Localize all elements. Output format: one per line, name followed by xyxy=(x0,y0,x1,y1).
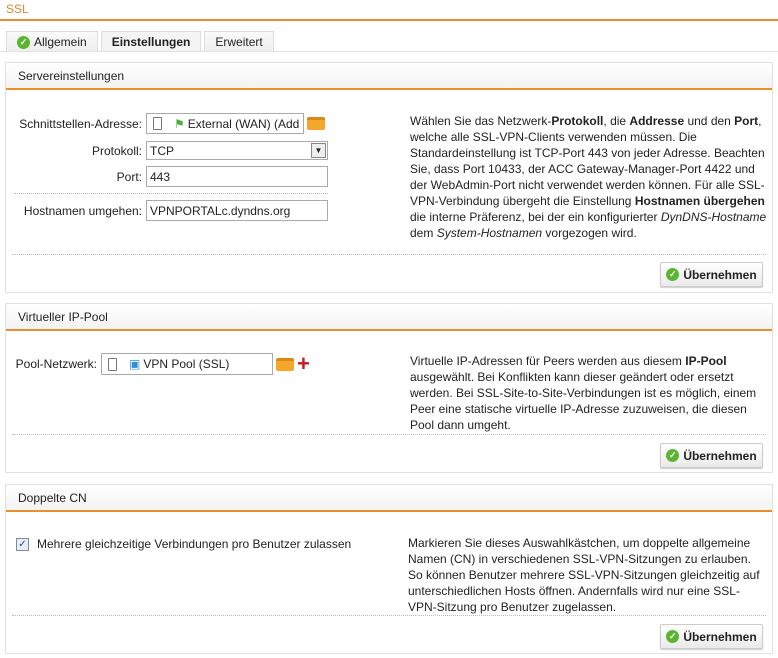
pool-label: Pool-Netzwerk: xyxy=(15,357,97,371)
check-circle-icon: ✓ xyxy=(666,449,680,462)
protocol-select[interactable]: TCP ▼ xyxy=(146,141,328,160)
description-text: ausgewählt. Bei Konflikten kann dieser g… xyxy=(410,370,757,432)
checkbox-row: ✓ Mehrere gleichzeitige Verbindungen pro… xyxy=(16,537,351,551)
ip-pool-panel: Virtueller IP-Pool Pool-Netzwerk: ▣ VPN … xyxy=(5,303,773,473)
tab-erweitert[interactable]: Erweitert xyxy=(204,31,274,52)
description-text: , die xyxy=(603,114,630,128)
tab-label: Erweitert xyxy=(215,35,263,49)
panel-heading: Doppelte CN xyxy=(6,485,772,512)
trash-icon[interactable] xyxy=(108,357,117,371)
description-text: IP-Pool xyxy=(685,354,727,368)
flag-icon: ⚑ xyxy=(174,116,185,131)
tab-label: Einstellungen xyxy=(111,35,191,49)
divider xyxy=(14,193,328,194)
protocol-row: Protokoll: TCP ▼ xyxy=(13,141,328,160)
duplicate-cn-panel: Doppelte CN ✓ Mehrere gleichzeitige Verb… xyxy=(5,484,773,654)
folder-icon[interactable] xyxy=(307,117,325,130)
apply-button[interactable]: ✓ Übernehmen xyxy=(660,443,763,468)
hostname-label: Hostnamen umgehen: xyxy=(23,203,142,218)
interface-label: Schnittstellen-Adresse: xyxy=(19,116,142,131)
description-text: Markieren Sie dieses Auswahlkästchen, um… xyxy=(408,536,760,614)
protocol-label: Protokoll: xyxy=(91,143,142,158)
description-text: Virtuelle IP-Adressen für Peers werden a… xyxy=(410,354,686,368)
apply-button[interactable]: ✓ Übernehmen xyxy=(660,624,763,649)
hostname-input[interactable]: VPNPORTALc.dyndns.org xyxy=(146,200,328,221)
description-text: und den xyxy=(684,114,735,128)
panel-heading: Virtueller IP-Pool xyxy=(6,304,772,331)
tab-divider xyxy=(0,51,778,52)
cn-description: Markieren Sie dieses Auswahlkästchen, um… xyxy=(408,535,768,615)
pool-row: Pool-Netzwerk: ▣ VPN Pool (SSL) + xyxy=(13,353,310,375)
check-circle-icon: ✓ xyxy=(666,630,680,643)
apply-label: Übernehmen xyxy=(683,629,757,644)
pool-description: Virtuelle IP-Adressen für Peers werden a… xyxy=(410,353,770,433)
divider xyxy=(12,254,766,255)
description-text: System-Hostnamen xyxy=(436,226,543,240)
description-text: Addresse xyxy=(629,114,685,128)
port-row: Port: 443 xyxy=(13,166,328,187)
checkbox-label[interactable]: Mehrere gleichzeitige Verbindungen pro B… xyxy=(37,537,352,551)
description-text: DynDNS-Hostname xyxy=(660,210,767,224)
apply-label: Übernehmen xyxy=(683,448,757,463)
chevron-down-icon[interactable]: ▼ xyxy=(311,143,326,158)
protocol-value: TCP xyxy=(150,143,174,158)
description-text: vorgezogen wird. xyxy=(542,226,637,240)
port-label: Port: xyxy=(116,169,142,184)
divider xyxy=(12,615,766,616)
page-title: SSL xyxy=(6,2,29,16)
pool-field[interactable]: ▣ VPN Pool (SSL) xyxy=(101,353,273,375)
check-circle-icon: ✓ xyxy=(17,35,30,49)
divider xyxy=(12,434,766,435)
description-text: Wählen Sie das Netzwerk- xyxy=(410,114,552,128)
description-text: Port xyxy=(734,114,759,128)
trash-icon[interactable] xyxy=(153,117,162,130)
folder-icon[interactable] xyxy=(276,357,294,371)
description-text: , welche alle SSL-VPN-Clients verwenden … xyxy=(410,114,765,208)
interface-value: External (WAN) (Add xyxy=(187,116,300,131)
tab-bar: ✓ Allgemein Einstellungen Erweitert xyxy=(6,31,274,52)
hostname-row: Hostnamen umgehen: VPNPORTALc.dyndns.org xyxy=(13,200,328,221)
interface-row: Schnittstellen-Adresse: ⚑ External (WAN)… xyxy=(13,113,325,134)
pool-value: VPN Pool (SSL) xyxy=(143,357,230,371)
title-divider xyxy=(0,19,778,21)
description-text: die interne Präferenz, bei der ein konfi… xyxy=(410,210,661,224)
allow-multiple-checkbox[interactable]: ✓ xyxy=(16,537,29,551)
check-circle-icon: ✓ xyxy=(666,268,680,281)
description-text: Hostnamen übergehen xyxy=(634,194,765,208)
panel-heading: Servereinstellungen xyxy=(6,63,772,90)
tab-label: Allgemein xyxy=(34,35,87,49)
tab-allgemein[interactable]: ✓ Allgemein xyxy=(6,31,98,52)
port-input[interactable]: 443 xyxy=(146,166,328,187)
server-description: Wählen Sie das Netzwerk-Protokoll, die A… xyxy=(410,113,770,241)
network-icon: ▣ xyxy=(129,357,141,371)
server-settings-panel: Servereinstellungen Schnittstellen-Adres… xyxy=(5,62,773,293)
description-text: Protokoll xyxy=(551,114,604,128)
description-text: dem xyxy=(410,226,437,240)
apply-label: Übernehmen xyxy=(683,267,757,282)
interface-field[interactable]: ⚑ External (WAN) (Add xyxy=(146,113,304,134)
plus-icon[interactable]: + xyxy=(297,351,310,376)
tab-einstellungen[interactable]: Einstellungen xyxy=(100,31,202,52)
apply-button[interactable]: ✓ Übernehmen xyxy=(660,262,763,287)
